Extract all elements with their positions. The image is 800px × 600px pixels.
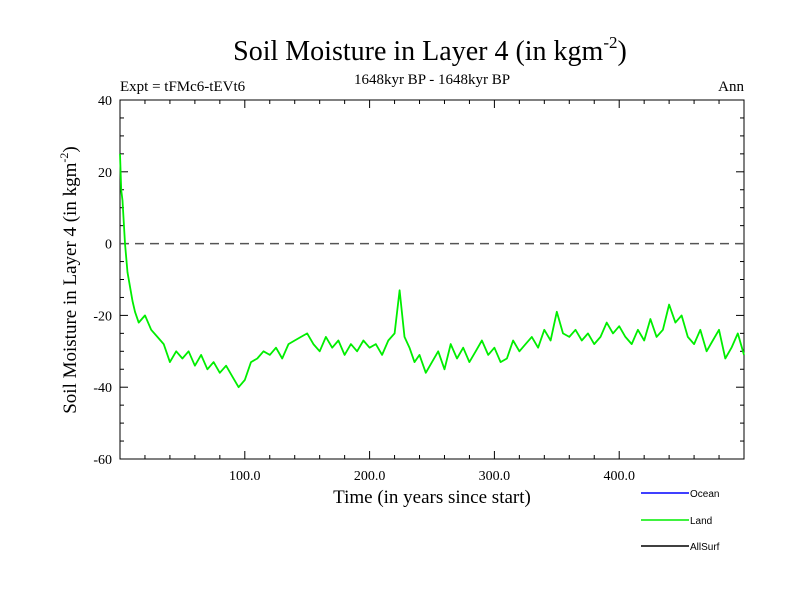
- y-tick-label: 0: [105, 238, 112, 253]
- legend-label-allsurf: AllSurf: [690, 542, 720, 553]
- season-label: Ann: [718, 79, 744, 95]
- legend-label-land: Land: [690, 516, 712, 527]
- experiment-label: Expt = tFMc6-tEVt6: [120, 79, 246, 95]
- period-label: 1648kyr BP - 1648kyr BP: [354, 72, 510, 88]
- x-axis-label: Time (in years since start): [333, 487, 531, 508]
- x-tick-label: 100.0: [229, 469, 261, 484]
- y-tick-label: 40: [98, 94, 112, 109]
- legend-item-ocean: Ocean: [641, 489, 719, 500]
- y-tick-label: 20: [98, 166, 112, 181]
- axis-tick-labels: -60 -40 -20 0 20 40 100.0 200.0 300.0 400.0: [93, 94, 635, 484]
- x-tick-label: 300.0: [479, 469, 511, 484]
- y-tick-label: -40: [93, 381, 112, 396]
- legend-item-land: Land: [641, 516, 712, 527]
- y-axis-label: Soil Moisture in Layer 4 (in kgm-2): [57, 146, 81, 414]
- legend: Ocean Land AllSurf: [641, 489, 720, 553]
- y-tick-label: -60: [93, 453, 112, 468]
- x-tick-label: 200.0: [354, 469, 386, 484]
- land-series-line: [119, 153, 745, 389]
- legend-label-ocean: Ocean: [690, 489, 719, 500]
- plot-frame: [119, 99, 745, 460]
- axis-ticks: [120, 99, 744, 460]
- x-tick-label: 400.0: [603, 469, 635, 484]
- legend-item-allsurf: AllSurf: [641, 542, 720, 553]
- chart-title: Soil Moisture in Layer 4 (in kgm-2): [233, 33, 627, 67]
- y-tick-label: -20: [93, 309, 112, 324]
